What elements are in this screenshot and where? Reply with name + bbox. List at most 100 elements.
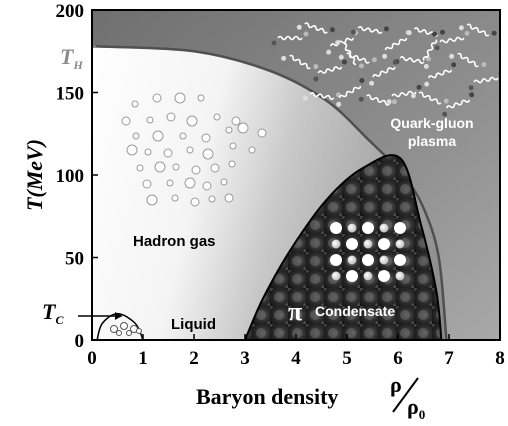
plasma-label: plasma (408, 133, 456, 149)
hadron-bubble (257, 128, 267, 138)
hadron-bubble (121, 116, 131, 126)
hadron-bubble (179, 132, 187, 140)
quark-gluon-squiggle (434, 30, 470, 51)
quark-gluon-squiggle (442, 92, 475, 117)
quark-gluon-squiggle (386, 84, 422, 105)
liquid-bubble (110, 325, 118, 333)
hadron-bubble (163, 148, 173, 158)
x-tick-label: 8 (495, 348, 505, 369)
condensate-lattice-dot (347, 255, 357, 265)
x-tick-label: 5 (342, 348, 352, 369)
hadron-bubble (142, 179, 152, 189)
y-tick-label: 0 (75, 331, 85, 352)
condensate-lattice-dot (346, 238, 358, 250)
hadron-bubble (152, 93, 162, 103)
hadron-bubble (172, 163, 180, 171)
x-tick-label: 3 (240, 348, 250, 369)
quark-gluon-squiggle (350, 25, 389, 35)
liquid-bubble (116, 330, 122, 336)
quark-gluon-squiggle (281, 54, 319, 70)
condensate-lattice-dot (379, 223, 389, 233)
condensate-lattice-dot (379, 255, 389, 265)
hadron-bubble (136, 164, 144, 172)
quark-gluon-label: Quark-gluon (390, 115, 473, 131)
condensate-lattice-dot (394, 222, 406, 234)
hadron-bubble (208, 195, 216, 203)
hadron-plasma-boundary (92, 45, 448, 340)
condensate-lattice-dot (330, 222, 342, 234)
quark-gluon-squiggle (458, 23, 497, 37)
hadron-bubble (228, 160, 236, 168)
x-tick-label: 6 (393, 348, 403, 369)
y-tick-label: 50 (65, 249, 84, 270)
x-axis-rho0: ρ0 (407, 394, 425, 422)
liquid-bubble (126, 330, 132, 336)
hadron-bubble (184, 177, 196, 189)
hadron-bubble (186, 115, 198, 127)
hadron-bubble (171, 194, 179, 202)
y-axis-label: T(MeV) (22, 139, 47, 211)
quark-gluon-squiggle (313, 59, 347, 82)
quark-gluon-squiggle (392, 55, 431, 65)
condensate-lattice-dot (378, 270, 390, 282)
quark-gluon-squiggle (358, 94, 397, 106)
hadron-bubble (229, 142, 237, 150)
x-tick-label: 7 (444, 348, 454, 369)
quark-gluon-squiggle (302, 91, 341, 101)
x-tick-label: 1 (138, 348, 148, 369)
hadron-bubble (166, 112, 176, 122)
liquid-bubble (136, 328, 142, 334)
liquid-bubble (120, 322, 128, 330)
condensate-lattice-dot (378, 238, 390, 250)
hadron-bubble (237, 122, 249, 134)
condensate-lattice-dot (331, 271, 341, 281)
hadron-bubble (248, 146, 256, 154)
condensate-region (243, 154, 443, 340)
x-axis-fraction-slash (392, 377, 419, 413)
y-tick-label: 200 (56, 1, 85, 22)
hadron-bubble (132, 132, 140, 140)
quark-gluon-squiggle (410, 91, 449, 105)
condensate-lattice-dot (363, 271, 373, 281)
hadron-bubble (210, 163, 220, 173)
hadron-bubble (146, 194, 158, 206)
y-tick-label: 100 (56, 166, 85, 187)
hadron-bubble (144, 148, 152, 156)
x-tick-label: 0 (87, 348, 97, 369)
condensate-lattice-dot (330, 254, 342, 266)
quark-gluon-squiggle (336, 78, 365, 107)
hadron-bubble (166, 179, 174, 187)
condensate-lattice-dot (331, 239, 341, 249)
t-c-arrow-head (115, 312, 122, 320)
quark-gluon-squiggle (424, 62, 457, 87)
quark-gluon-plasma-region (92, 10, 500, 340)
y-tick-label: 150 (56, 84, 85, 105)
x-axis-label: Baryon density (196, 384, 338, 409)
hadron-bubble (213, 113, 221, 121)
hadron-bubble (220, 178, 228, 186)
hadron-bubble (174, 92, 186, 104)
hadron-bubble (152, 130, 164, 142)
t-c-marker: TC (42, 299, 64, 327)
x-axis-rho: ρ (390, 372, 402, 397)
condensate-lattice-dot (394, 254, 406, 266)
pi-symbol: π (288, 297, 302, 326)
quark-gluon-squiggle (296, 22, 335, 34)
quark-gluon-squiggle (335, 40, 364, 69)
hadron-bubble (131, 100, 139, 108)
quark-gluon-squiggle (271, 31, 309, 46)
quark-gluon-squiggle (422, 31, 438, 69)
condensate-lattice-dot (362, 254, 374, 266)
quark-gluon-squiggle (449, 52, 487, 68)
hadron-bubble (191, 165, 201, 175)
condensate-lattice-dot (346, 270, 358, 282)
hadron-bubble (197, 94, 205, 102)
hadron-bubble (146, 116, 154, 124)
condensate-label: Condensate (315, 303, 395, 319)
hadron-gas-label: Hadron gas (133, 233, 216, 250)
hadron-bubble (201, 133, 211, 143)
hadron-bubble (190, 197, 200, 207)
x-tick-label: 2 (189, 348, 199, 369)
x-tick-label: 4 (291, 348, 301, 369)
